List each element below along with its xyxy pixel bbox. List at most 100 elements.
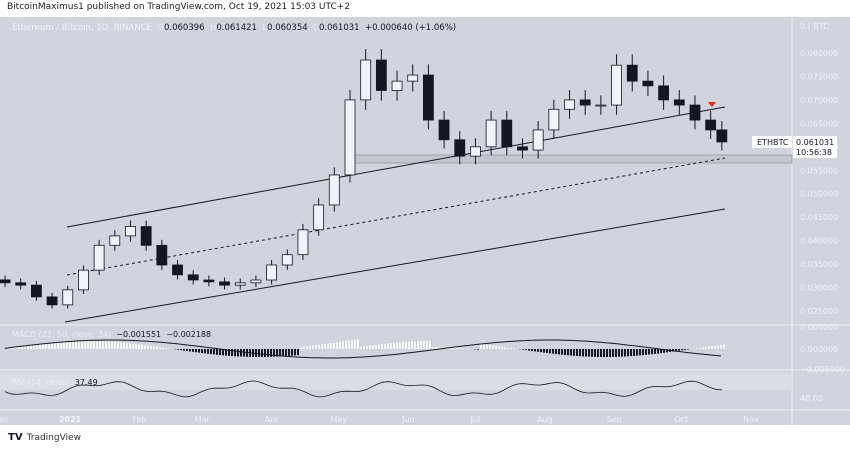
candle-body <box>485 119 497 148</box>
close-label: C <box>313 23 319 33</box>
close-value: 0.061031 <box>319 23 360 33</box>
candle-body <box>391 80 403 91</box>
low-label: L <box>262 23 268 33</box>
time-tick-label: Jun <box>401 415 415 424</box>
candle-body <box>62 289 74 306</box>
candle-body <box>454 139 466 157</box>
macd-line <box>4 339 722 359</box>
candle-body <box>658 85 669 101</box>
price-tick-label: 0.070000 <box>800 96 838 105</box>
macd-tick-label: −0.005000 <box>800 365 845 374</box>
last-price-label: 0.061031 <box>796 138 834 147</box>
candle-body <box>172 264 183 276</box>
price-tick-label: 0.045000 <box>800 213 838 222</box>
rsi-name: RSI (14, close) <box>12 378 70 387</box>
candle-body <box>93 244 105 271</box>
price-tick-label: 0.030000 <box>800 284 838 293</box>
candle-body <box>375 59 387 91</box>
rsi-value: 37.49 <box>74 378 98 387</box>
time-tick-label: Oct <box>675 415 689 424</box>
candle-body <box>407 74 419 82</box>
high-value: 0.061421 <box>216 23 257 33</box>
time-tick-label: May <box>331 415 348 424</box>
price-tick-label: 0.065000 <box>800 119 838 128</box>
open-label: O <box>157 23 164 33</box>
rsi-band <box>0 373 792 390</box>
channel-lower-line <box>64 208 726 323</box>
channel-upper-line <box>66 106 726 228</box>
candle-body <box>548 108 560 131</box>
candle-body <box>716 129 728 143</box>
macd-name: MACD (21, 50, close, 24) <box>12 330 112 339</box>
macd-tick-label: 0.000000 <box>800 345 838 354</box>
time-tick-label: Dec <box>0 415 8 424</box>
low-value: 0.060354 <box>267 23 308 33</box>
candle-body <box>313 204 325 231</box>
chart-canvas[interactable]: 0.0800000.0750000.0700000.0650000.060000… <box>0 17 850 425</box>
candle-body <box>328 174 340 206</box>
price-tick-label: 0.075000 <box>800 72 838 81</box>
candle-body <box>532 129 544 151</box>
candle-body <box>109 235 121 246</box>
time-tick-label: Nov <box>743 415 759 424</box>
candle-body <box>470 146 481 157</box>
candle-body <box>266 264 278 281</box>
candle-body <box>689 104 701 121</box>
symbol-legend: Ethereum / Bitcoin, 1D, BINANCE O0.06039… <box>12 23 456 33</box>
candle-body <box>626 64 638 82</box>
candle-body <box>611 64 622 106</box>
candle-body <box>517 146 528 151</box>
chart-area[interactable]: 0.0800000.0750000.0700000.0650000.060000… <box>0 17 850 425</box>
candle-body <box>438 119 450 141</box>
macd-legend: MACD (21, 50, close, 24) −0.001551 −0.00… <box>12 330 211 339</box>
last-price-box <box>793 135 837 158</box>
time-tick-label: Aug <box>537 415 553 424</box>
candle-body <box>187 274 199 281</box>
time-tick-label: Apr <box>265 415 280 424</box>
time-tick-label: Feb <box>132 415 146 424</box>
countdown-label: 10:56:38 <box>796 148 832 157</box>
time-tick-label: 2021 <box>59 415 82 424</box>
candle-body <box>564 99 575 110</box>
candle-body <box>673 99 685 106</box>
candle-body <box>705 119 717 131</box>
candle-body <box>250 279 262 284</box>
candle-body <box>203 279 215 283</box>
candle-body <box>125 226 136 237</box>
candle-body <box>78 269 89 291</box>
time-tick-label: Jul <box>470 415 481 424</box>
symbol-name: Ethereum / Bitcoin, 1D, BINANCE <box>12 23 152 33</box>
candle-body <box>0 279 11 284</box>
candle-body <box>30 284 42 298</box>
candle-body <box>422 74 434 121</box>
footer-brand: TradingView <box>26 432 81 443</box>
price-tick-label: 0.055000 <box>800 166 838 175</box>
candle-body <box>156 244 168 266</box>
price-tick-label: 0.040000 <box>800 237 838 246</box>
rsi-line <box>4 380 723 398</box>
price-tick-label: 0.080000 <box>800 49 838 58</box>
rsi-tick-label: 40.00 <box>800 394 823 403</box>
candle-body <box>595 104 607 107</box>
tradingview-logo-icon: TV <box>8 432 23 443</box>
ticker-label: ETHBTC <box>757 138 789 147</box>
candle-body <box>579 99 591 106</box>
open-value: 0.060396 <box>164 23 205 33</box>
macd-tick-label: 0.005000 <box>800 323 838 332</box>
change-value: +0.000640 (+1.06%) <box>364 23 457 33</box>
red-arrow-icon <box>708 102 716 107</box>
candle-body <box>140 226 152 246</box>
footer: TV TradingView <box>8 432 81 443</box>
candle-body <box>15 282 27 286</box>
macd-signal-value: −0.002188 <box>166 330 212 339</box>
candle-body <box>360 59 372 101</box>
high-label: H <box>209 23 217 33</box>
candle-body <box>501 119 513 148</box>
published-caption: BitcoinMaximus1 published on TradingView… <box>7 2 351 12</box>
candle-body <box>219 281 230 286</box>
macd-value: −0.001551 <box>116 330 162 339</box>
price-tick-label: 0.025000 <box>800 307 838 316</box>
price-tick-label: 0.050000 <box>800 190 838 199</box>
rsi-legend: RSI (14, close) 37.49 <box>12 378 98 387</box>
price-tick-label: 0.035000 <box>800 260 838 269</box>
